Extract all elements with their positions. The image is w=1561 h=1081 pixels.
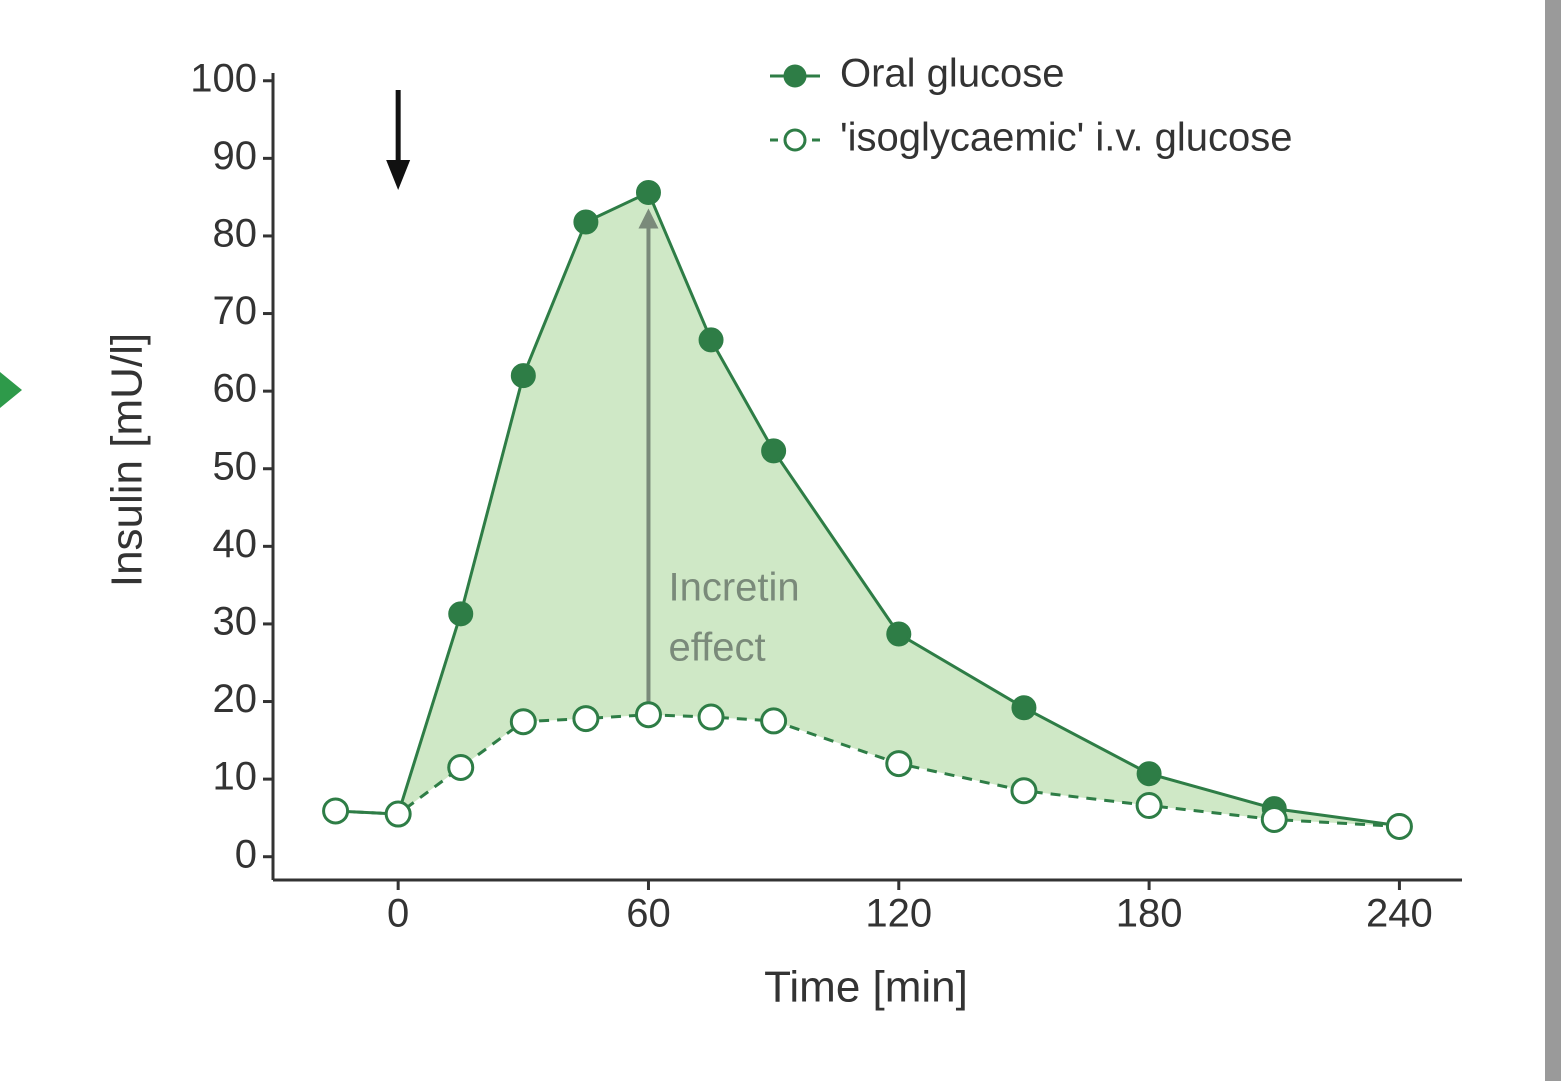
data-point <box>886 621 912 647</box>
data-point <box>1260 805 1288 833</box>
data-point <box>322 797 350 825</box>
y-tick-label: 30 <box>213 599 258 643</box>
data-point <box>573 209 599 235</box>
x-axis-label: Time [min] <box>764 963 968 1012</box>
data-point <box>698 327 724 353</box>
data-point <box>760 707 788 735</box>
y-tick-label: 60 <box>213 367 258 411</box>
data-point <box>510 363 536 389</box>
data-point <box>384 800 412 828</box>
data-point <box>635 179 661 205</box>
y-tick-label: 90 <box>213 134 258 178</box>
y-tick-label: 100 <box>190 56 257 100</box>
y-tick-label: 80 <box>213 212 258 256</box>
data-point <box>1385 812 1413 840</box>
side-marker <box>0 372 22 408</box>
x-tick-label: 60 <box>626 892 671 936</box>
y-tick-label: 40 <box>213 522 258 566</box>
x-tick-label: 180 <box>1116 892 1183 936</box>
data-point <box>509 708 537 736</box>
y-tick-label: 70 <box>213 289 258 333</box>
data-point <box>1010 777 1038 805</box>
x-tick-label: 0 <box>387 892 409 936</box>
data-point <box>697 703 725 731</box>
y-tick-label: 10 <box>213 755 258 799</box>
data-point <box>634 701 662 729</box>
legend-label: Oral glucose <box>840 52 1065 96</box>
x-tick-label: 240 <box>1366 892 1433 936</box>
y-tick-label: 0 <box>235 832 257 876</box>
y-tick-label: 20 <box>213 677 258 721</box>
data-point <box>572 705 600 733</box>
annotation: Incretin <box>668 566 799 610</box>
y-axis-label: Insulin [mU/l] <box>103 333 152 587</box>
y-tick-label: 50 <box>213 444 258 488</box>
legend-marker <box>783 64 807 88</box>
incretin-area <box>335 192 1400 827</box>
data-point <box>1136 761 1162 787</box>
data-point <box>447 753 475 781</box>
data-point <box>885 750 913 778</box>
data-point <box>448 601 474 627</box>
annotation: effect <box>668 626 765 670</box>
data-point <box>1135 792 1163 820</box>
incretin-arrow-head <box>638 208 659 229</box>
data-point <box>761 438 787 464</box>
x-tick-label: 120 <box>865 892 932 936</box>
dose-arrow-head <box>386 160 411 190</box>
data-point <box>1011 695 1037 721</box>
legend-marker <box>783 128 807 152</box>
side-border <box>1545 0 1561 1081</box>
legend-label: 'isoglycaemic' i.v. glucose <box>840 116 1292 160</box>
